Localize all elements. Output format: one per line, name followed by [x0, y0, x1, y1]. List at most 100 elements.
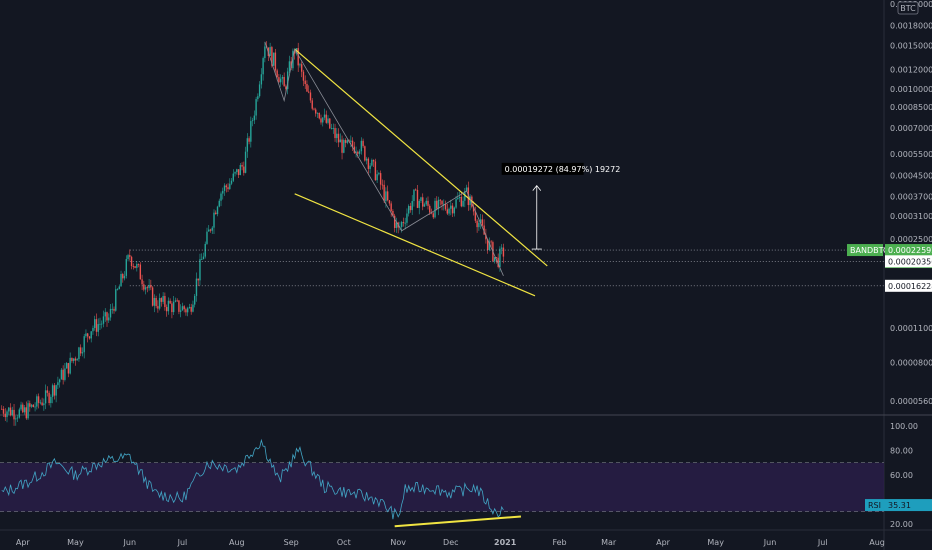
wedge-lower-line [294, 193, 536, 297]
candle-body [351, 140, 354, 147]
candle-body [27, 403, 29, 419]
price-tag-box [885, 255, 932, 268]
candle-body [2, 409, 5, 414]
candle-body [129, 255, 131, 257]
candle-body [304, 80, 306, 85]
candle-body [400, 222, 403, 227]
candle-body [237, 169, 240, 176]
candle-body [127, 255, 129, 260]
candle-body [474, 211, 477, 221]
candle-body [229, 183, 231, 190]
candle-body [450, 205, 452, 209]
wedge-upper-line [294, 48, 548, 267]
candle-body [327, 118, 329, 123]
candle-body [190, 307, 192, 312]
candle-body [118, 286, 120, 290]
price-axis[interactable]: 0.002200000.001800000.001500000.00120000… [847, 0, 932, 529]
candle-body [172, 301, 175, 313]
harmonic-pattern-line [264, 41, 504, 276]
candle-body [376, 174, 378, 181]
candle-body [188, 307, 191, 309]
rsi-tick-label: 20.00 [890, 520, 913, 529]
candle-body [279, 78, 282, 83]
price-tag-value: 0.00020356 [888, 257, 932, 266]
time-tick-label: Sep [284, 538, 299, 547]
candle-body [358, 151, 361, 154]
candle-body [234, 172, 236, 174]
candle-body [165, 307, 168, 312]
candle-body [4, 413, 6, 418]
rsi-panel[interactable] [0, 438, 884, 528]
candle-body [255, 99, 257, 116]
candle-body [343, 140, 345, 153]
candle-body [199, 259, 201, 281]
candle-body [222, 190, 224, 194]
candle-body [272, 52, 275, 66]
candle-body [385, 191, 387, 202]
candle-body [497, 257, 499, 267]
candle-body [8, 407, 10, 412]
candle-body [167, 300, 170, 312]
candle-body [379, 173, 382, 185]
candle-body [448, 208, 450, 214]
candle-body [339, 139, 341, 143]
candle-body [334, 128, 336, 139]
rsi-line [1, 438, 504, 520]
price-tag-box [885, 244, 932, 257]
candle-body [488, 241, 491, 250]
measure-label: 0.00019272 (84.97%) 19272 [505, 165, 621, 174]
candle-body [18, 409, 20, 418]
candle-body [451, 205, 454, 214]
candle-body [155, 297, 157, 307]
candle-body [120, 273, 122, 287]
candle-body [350, 140, 352, 142]
candle-body [44, 390, 47, 404]
candle-body [402, 222, 405, 224]
candle-body [423, 204, 426, 207]
candle-body [69, 357, 71, 374]
candle-body [136, 264, 138, 268]
candle-body [253, 115, 256, 121]
candle-body [211, 227, 213, 231]
candle-body [495, 257, 498, 258]
candle-body [299, 64, 301, 66]
time-axis[interactable]: Apr May Jun Jul Aug Sep Oct Nov Dec 2021 Feb Mar Apr… [16, 538, 885, 547]
candle-body [434, 200, 436, 218]
candle-body [102, 316, 105, 324]
candle-body [378, 173, 380, 175]
candle-body [383, 184, 385, 202]
candle-body [50, 396, 52, 404]
currency-badge: BTC [897, 1, 919, 15]
price-tag-symbol: BANDBTC [850, 246, 889, 255]
candle-body [365, 158, 368, 161]
candle-body [87, 333, 89, 337]
rsi-tag-label: RSI [868, 501, 881, 510]
candle-body [22, 404, 24, 413]
candle-body [271, 47, 273, 66]
price-panel[interactable]: 0.00019272 (84.97%) 19272 [1, 41, 884, 426]
candle-body [108, 317, 110, 321]
currency-badge-label: BTC [900, 4, 916, 13]
candle-body [239, 165, 242, 176]
candle-body [95, 319, 98, 332]
candle-body [99, 323, 101, 325]
candle-body [457, 198, 459, 200]
candle-body [243, 166, 245, 173]
candle-body [53, 385, 56, 396]
candle-body [32, 404, 35, 408]
candle-body [197, 278, 199, 281]
rsi-band [0, 462, 884, 512]
candle-body [371, 159, 373, 166]
candle-body [308, 91, 310, 93]
candle-body [316, 112, 319, 114]
candle-body [158, 298, 161, 309]
candle-body [460, 196, 463, 207]
candle-body [260, 74, 263, 85]
candle-body [276, 70, 278, 78]
candle-body [429, 205, 431, 213]
candle-body [183, 306, 185, 310]
candle-body [169, 300, 171, 304]
